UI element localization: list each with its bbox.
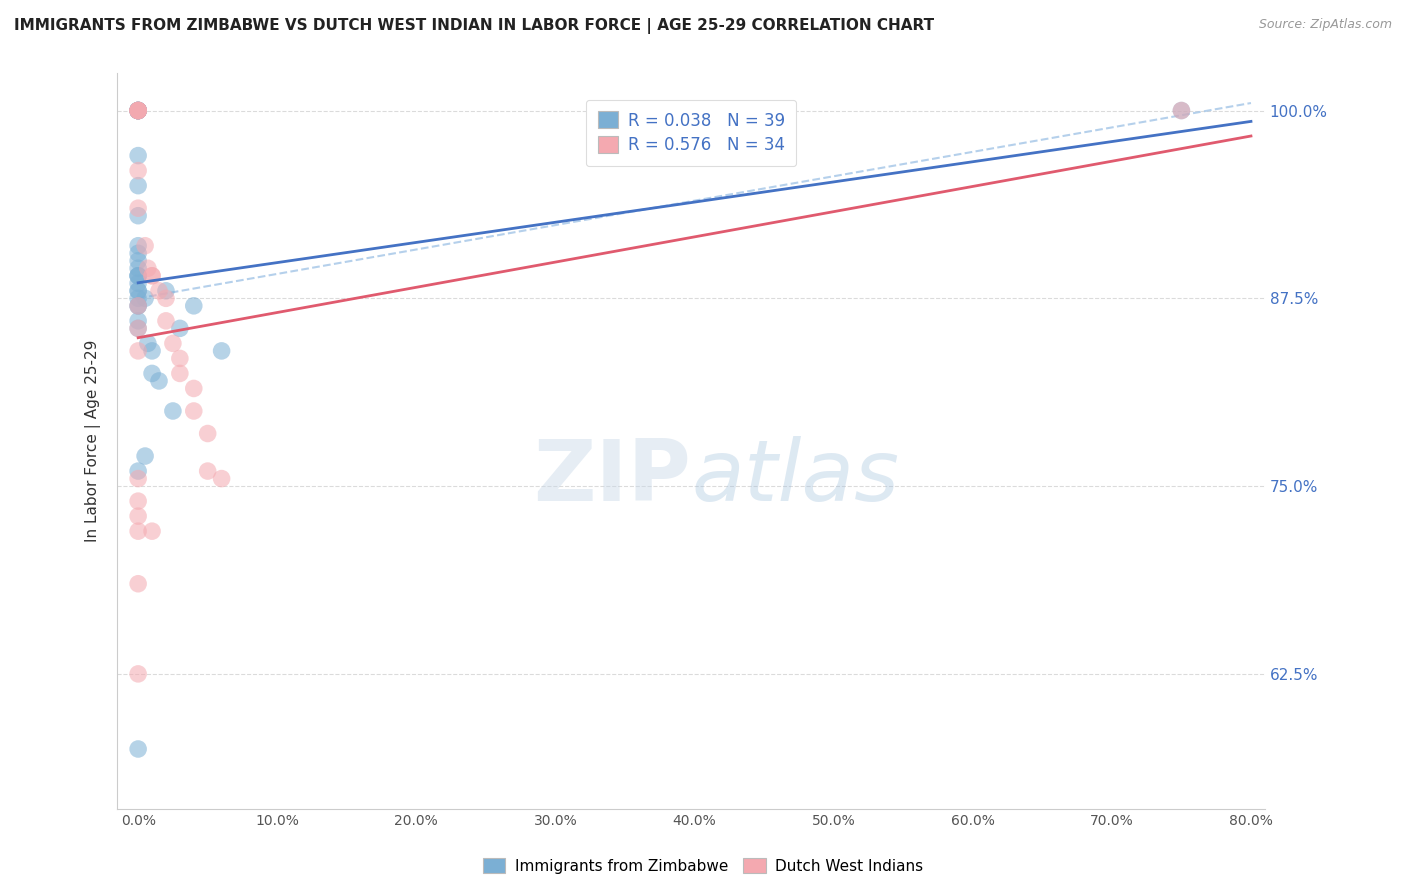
Point xyxy=(127,178,149,193)
Point xyxy=(127,261,149,276)
Point xyxy=(169,321,191,335)
Point xyxy=(141,524,163,538)
Point xyxy=(127,742,149,756)
Point xyxy=(127,103,149,118)
Point xyxy=(127,299,149,313)
Point xyxy=(127,321,149,335)
Point xyxy=(127,103,149,118)
Point xyxy=(127,103,149,118)
Text: Source: ZipAtlas.com: Source: ZipAtlas.com xyxy=(1258,18,1392,31)
Point xyxy=(127,299,149,313)
Point xyxy=(127,103,149,118)
Point xyxy=(1170,103,1192,118)
Legend: R = 0.038   N = 39, R = 0.576   N = 34: R = 0.038 N = 39, R = 0.576 N = 34 xyxy=(586,100,796,166)
Point xyxy=(127,299,149,313)
Point xyxy=(127,103,149,118)
Point xyxy=(169,351,191,366)
Point xyxy=(127,277,149,291)
Point xyxy=(162,404,184,418)
Point xyxy=(136,261,159,276)
Point xyxy=(211,343,233,358)
Y-axis label: In Labor Force | Age 25-29: In Labor Force | Age 25-29 xyxy=(86,340,101,542)
Point xyxy=(127,576,149,591)
Legend: Immigrants from Zimbabwe, Dutch West Indians: Immigrants from Zimbabwe, Dutch West Ind… xyxy=(477,852,929,880)
Text: atlas: atlas xyxy=(692,436,898,519)
Point xyxy=(1170,103,1192,118)
Point xyxy=(127,148,149,162)
Point xyxy=(169,367,191,381)
Point xyxy=(127,472,149,486)
Point xyxy=(155,284,177,298)
Point xyxy=(127,103,149,118)
Point xyxy=(127,464,149,478)
Point xyxy=(134,449,156,463)
Point xyxy=(141,367,163,381)
Point xyxy=(127,268,149,283)
Point xyxy=(211,472,233,486)
Point xyxy=(183,381,205,395)
Point xyxy=(127,268,149,283)
Point xyxy=(127,103,149,118)
Point xyxy=(134,291,156,305)
Point xyxy=(148,284,170,298)
Point xyxy=(155,314,177,328)
Point xyxy=(197,426,219,441)
Point xyxy=(127,201,149,215)
Point xyxy=(127,103,149,118)
Point xyxy=(127,103,149,118)
Point xyxy=(183,299,205,313)
Point xyxy=(134,238,156,252)
Point xyxy=(127,284,149,298)
Point xyxy=(127,268,149,283)
Point xyxy=(141,268,163,283)
Point xyxy=(141,268,163,283)
Point xyxy=(183,404,205,418)
Point xyxy=(127,163,149,178)
Point xyxy=(127,321,149,335)
Point xyxy=(127,103,149,118)
Point xyxy=(127,246,149,260)
Point xyxy=(155,291,177,305)
Point xyxy=(136,336,159,351)
Point xyxy=(127,253,149,268)
Point xyxy=(127,103,149,118)
Point xyxy=(197,464,219,478)
Point xyxy=(127,291,149,305)
Point xyxy=(148,374,170,388)
Point xyxy=(127,103,149,118)
Text: ZIP: ZIP xyxy=(533,436,692,519)
Point xyxy=(127,209,149,223)
Point xyxy=(127,524,149,538)
Point xyxy=(127,509,149,524)
Point xyxy=(127,103,149,118)
Point xyxy=(127,343,149,358)
Point xyxy=(127,284,149,298)
Point xyxy=(127,314,149,328)
Point xyxy=(127,666,149,681)
Text: IMMIGRANTS FROM ZIMBABWE VS DUTCH WEST INDIAN IN LABOR FORCE | AGE 25-29 CORRELA: IMMIGRANTS FROM ZIMBABWE VS DUTCH WEST I… xyxy=(14,18,934,34)
Point xyxy=(162,336,184,351)
Point xyxy=(127,238,149,252)
Point xyxy=(141,343,163,358)
Point xyxy=(127,494,149,508)
